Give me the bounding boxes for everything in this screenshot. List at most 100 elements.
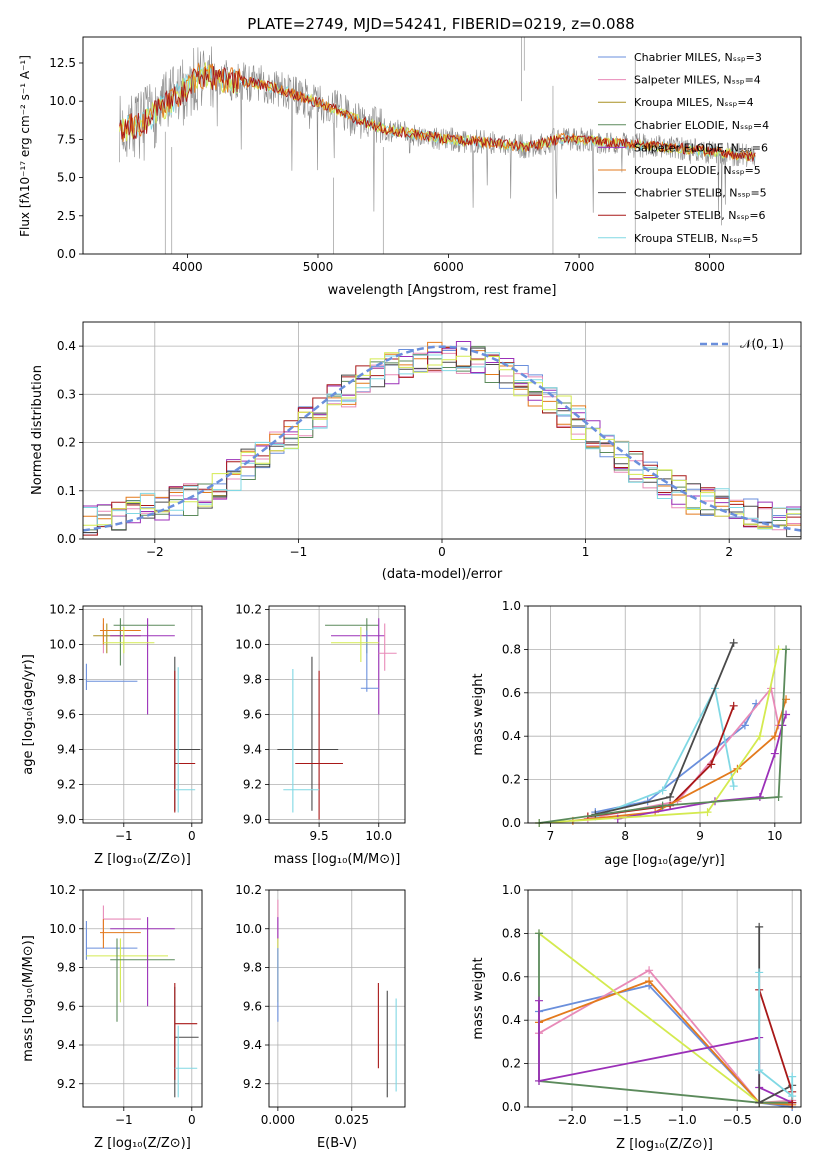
age-mass-frame — [268, 605, 406, 824]
mass-z-xtick-label: −1 — [115, 1113, 133, 1127]
weight-z-point-marker — [645, 977, 654, 986]
residual-xtick-label: 0 — [438, 545, 446, 559]
mass-ebv-ytick-label: 10.0 — [235, 922, 262, 936]
age-mass-ytick-label: 9.6 — [243, 708, 262, 722]
spectrum-legend-label: Kroupa MILES, Nₛₛₚ=4 — [634, 96, 754, 109]
weight-age-point-marker — [740, 721, 749, 730]
spectrum-xtick-label: 6000 — [433, 260, 464, 274]
age-mass-ytick-label: 9.8 — [243, 673, 262, 687]
residual-xtick-label: −1 — [290, 545, 308, 559]
mass-ebv-ytick-label: 9.8 — [243, 961, 262, 975]
spectrum-ytick-label: 2.5 — [57, 209, 76, 223]
age-z-ytick-label: 9.8 — [57, 673, 76, 687]
weight-age-series-line — [539, 649, 787, 824]
mass-z-ytick-label: 10.2 — [49, 883, 76, 897]
spectrum-xtick-label: 4000 — [172, 260, 203, 274]
weight-z-point-marker — [535, 1076, 544, 1085]
mass-ebv-ytick-label: 9.2 — [243, 1077, 262, 1091]
weight-z-point-marker — [535, 996, 544, 1005]
weight-age-point-marker — [658, 786, 667, 795]
weight-z-point-marker — [755, 1098, 764, 1107]
age-mass-ytick-label: 10.2 — [235, 603, 262, 617]
spectrum-ytick-label: 5.0 — [57, 171, 76, 185]
residual-xlabel: (data-model)/error — [382, 567, 503, 582]
spectrum-axes: 4000 5000 6000 7000 8000 0.0 2.5 5.0 7.5 10.0 12.5… — [49, 36, 802, 274]
age-z-ytick-label: 9.2 — [57, 778, 76, 792]
weight-age-point-marker — [729, 782, 738, 791]
age-mass-ytick-label: 9.2 — [243, 778, 262, 792]
weight-z-ytick-label: 0.2 — [502, 1057, 521, 1071]
age-z-xtick-label: −1 — [115, 829, 133, 843]
age-z-ytick-label: 9.4 — [57, 743, 76, 757]
weight-age-point-marker — [755, 792, 764, 801]
residual-frame — [82, 321, 802, 540]
weight-z-series-line — [758, 989, 794, 1103]
mass-z-xtick-label: 0 — [188, 1113, 196, 1127]
age-z-ytick-label: 9.0 — [57, 813, 76, 827]
page-title: PLATE=2749, MJD=54241, FIBERID=0219, z=0… — [247, 15, 634, 33]
mass-z-ytick-label: 9.2 — [57, 1077, 76, 1091]
weight-z-ytick-label: 0.4 — [502, 1013, 521, 1027]
spectrum-legend-label: Salpeter STELIB, Nₛₛₚ=6 — [634, 209, 766, 222]
weight-z-xtick-label: 0.0 — [783, 1113, 802, 1127]
mass-z-ylabel: mass [log₁₀(M/M⊙)] — [21, 935, 36, 1062]
weight-age-point-marker — [666, 792, 675, 801]
weight-z-series-line — [538, 932, 793, 1104]
weight-z-point-marker — [788, 1092, 797, 1101]
age-z-ytick-label: 10.0 — [49, 638, 76, 652]
mass-z-ytick-label: 9.8 — [57, 961, 76, 975]
spectrum-legend-label: Kroupa STELIB, Nₛₛₚ=5 — [634, 232, 758, 245]
weight-age-ytick-label: 0.2 — [502, 773, 521, 787]
age-z-frame — [82, 605, 203, 824]
weight-z-frame — [527, 889, 802, 1108]
weight-age-point-marker — [755, 732, 764, 741]
weight-age-xtick-label: 9 — [696, 829, 704, 843]
spectrum-series — [119, 37, 756, 254]
age-mass-xtick-label: 10.0 — [365, 829, 392, 843]
weight-z-series-line — [538, 1000, 793, 1104]
weight-z-xtick-label: −0.5 — [723, 1113, 752, 1127]
residual-ytick-label: 0.2 — [57, 436, 76, 450]
weight-age-xtick-label: 7 — [547, 829, 555, 843]
weight-age-point-marker — [774, 645, 783, 654]
weight-age-ytick-label: 0.0 — [502, 816, 521, 830]
weight-age-point-marker — [770, 749, 779, 758]
weight-age-ytick-label: 0.8 — [502, 642, 521, 656]
age-mass-ytick-label: 9.0 — [243, 813, 262, 827]
weight-age-point-marker — [729, 638, 738, 647]
spectrum-legend-label: Chabrier ELODIE, Nₛₛₚ=4 — [634, 119, 769, 132]
spectrum-xtick-label: 8000 — [694, 260, 725, 274]
normal-reference-curve — [82, 345, 802, 532]
mass-z-axes: −1 0 9.2 9.4 9.6 9.8 10.0 10.2 — [49, 883, 203, 1127]
weight-age-point-marker — [658, 801, 667, 810]
mass-z-ytick-label: 10.0 — [49, 922, 76, 936]
weight-age-xtick-label: 8 — [621, 829, 629, 843]
weight-age-ytick-label: 0.6 — [502, 686, 521, 700]
weight-z-point-marker — [788, 1072, 797, 1081]
weight-z-xlabel: Z [log₁₀(Z/Z⊙)] — [616, 1137, 713, 1152]
residual-histogram-series — [83, 352, 801, 529]
mass-ebv-ytick-label: 10.2 — [235, 883, 262, 897]
residual-ytick-label: 0.3 — [57, 387, 76, 401]
model-spectrum-line — [119, 66, 756, 162]
weight-age-axes: 7 8 9 10 0.0 0.2 0.4 0.6 0.8 1.0 — [502, 599, 802, 843]
spectrum-ytick-label: 10.0 — [49, 94, 76, 108]
age-z-ytick-label: 10.2 — [49, 603, 76, 617]
spectrum-xlabel: wavelength [Angstrom, rest frame] — [328, 283, 557, 298]
spectrum-xtick-label: 5000 — [303, 260, 334, 274]
residual-xtick-label: −2 — [146, 545, 164, 559]
weight-z-series-line — [538, 980, 793, 1106]
mass-z-ytick-label: 9.4 — [57, 1038, 76, 1052]
age-z-xlabel: Z [log₁₀(Z/Z⊙)] — [94, 852, 191, 867]
weight-age-series-line — [595, 703, 757, 813]
weight-age-series-line — [572, 699, 787, 822]
weight-z-point-marker — [535, 929, 544, 938]
age-z-xtick-label: 0 — [188, 829, 196, 843]
weight-z-ytick-label: 0.8 — [502, 926, 521, 940]
mass-ebv-frame — [268, 889, 406, 1108]
residual-ylabel: Normed distribution — [30, 365, 45, 495]
mass-z-ytick-label: 9.6 — [57, 999, 76, 1013]
weight-z-axes: −2.0 −1.5 −1.0 −0.5 0.0 0.0 0.2 0.4 0.6 0.8 1.0 — [502, 883, 802, 1127]
residual-legend-label: 𝒩(0, 1) — [740, 337, 784, 351]
